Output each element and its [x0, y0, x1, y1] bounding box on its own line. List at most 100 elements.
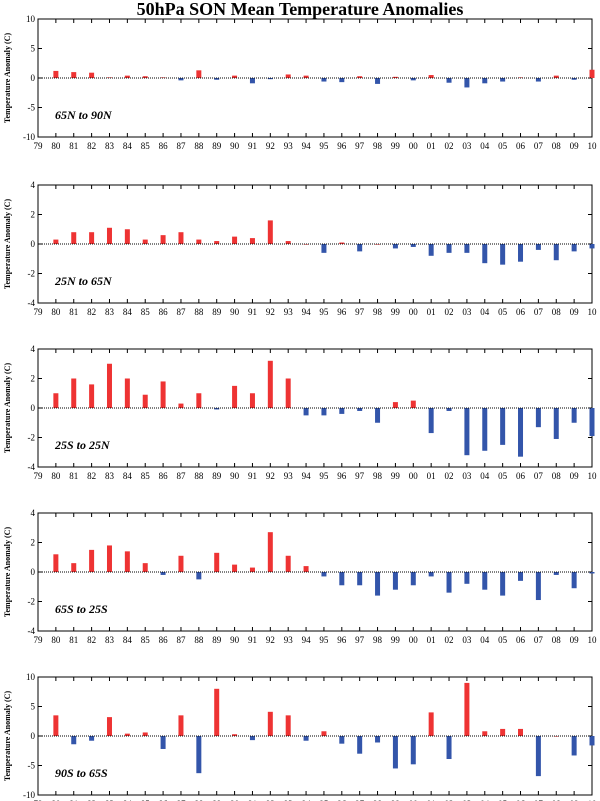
- x-tick-label: 02: [445, 799, 454, 801]
- data-bar: [71, 72, 77, 78]
- x-tick-label: 03: [462, 471, 472, 481]
- data-bar: [285, 241, 291, 244]
- data-bar: [339, 736, 345, 744]
- x-tick-label: 88: [194, 307, 204, 317]
- data-bar: [428, 408, 434, 434]
- x-tick-label: 03: [462, 635, 472, 645]
- data-bar: [321, 244, 327, 253]
- data-bar: [589, 572, 595, 574]
- x-tick-label: 08: [552, 635, 562, 645]
- data-bar: [446, 78, 452, 83]
- x-tick-label: 80: [51, 471, 61, 481]
- x-tick-label: 81: [69, 799, 78, 801]
- x-tick-label: 86: [159, 799, 169, 801]
- data-bar: [518, 244, 524, 262]
- x-tick-label: 79: [34, 635, 44, 645]
- x-tick-label: 03: [462, 799, 472, 801]
- data-bar: [53, 239, 59, 244]
- x-tick-label: 00: [409, 307, 419, 317]
- y-tick-label: 10: [26, 672, 36, 682]
- data-bar: [214, 408, 220, 410]
- x-tick-label: 92: [266, 141, 275, 151]
- x-tick-label: 98: [373, 799, 383, 801]
- data-bar: [142, 563, 148, 572]
- data-bar: [571, 78, 577, 80]
- x-tick-label: 96: [337, 141, 347, 151]
- x-tick-label: 08: [552, 141, 562, 151]
- x-tick-label: 98: [373, 471, 383, 481]
- data-bar: [535, 408, 541, 428]
- x-tick-label: 96: [337, 471, 347, 481]
- data-bar: [267, 532, 273, 572]
- data-bar: [464, 78, 470, 88]
- data-bar: [553, 408, 559, 439]
- x-tick-label: 09: [570, 141, 580, 151]
- data-bar: [321, 408, 327, 416]
- x-tick-label: 07: [534, 471, 544, 481]
- data-bar: [232, 564, 238, 572]
- data-bar: [392, 76, 398, 78]
- data-bar: [303, 566, 309, 572]
- data-bar: [392, 572, 398, 590]
- y-tick-label: -5: [28, 761, 36, 771]
- data-bar: [232, 734, 238, 736]
- x-tick-label: 08: [552, 799, 562, 801]
- x-tick-label: 03: [462, 141, 472, 151]
- data-bar: [124, 75, 130, 78]
- data-bar: [428, 244, 434, 256]
- y-tick-label: -2: [28, 597, 36, 607]
- data-bar: [267, 360, 273, 408]
- x-tick-label: 01: [427, 307, 436, 317]
- x-tick-label: 79: [34, 141, 44, 151]
- x-tick-label: 05: [498, 635, 508, 645]
- x-tick-label: 90: [230, 635, 240, 645]
- y-tick-label: 4: [31, 344, 36, 354]
- data-bar: [303, 75, 309, 78]
- x-tick-label: 98: [373, 635, 383, 645]
- y-tick-label: -4: [28, 298, 36, 308]
- data-bar: [589, 408, 595, 437]
- data-bar: [553, 75, 559, 78]
- y-tick-label: 0: [31, 567, 36, 577]
- data-bar: [357, 736, 363, 754]
- x-tick-label: 81: [69, 471, 78, 481]
- x-tick-label: 99: [391, 307, 401, 317]
- data-bar: [267, 220, 273, 244]
- data-bar: [178, 78, 184, 81]
- data-bar: [89, 72, 95, 78]
- region-label: 25S to 25N: [54, 438, 111, 452]
- x-tick-label: 84: [123, 799, 133, 801]
- x-tick-label: 83: [105, 799, 115, 801]
- data-bar: [53, 715, 59, 736]
- data-bar: [375, 408, 381, 423]
- data-bar: [106, 717, 112, 736]
- x-tick-label: 89: [212, 307, 222, 317]
- x-tick-label: 86: [159, 471, 169, 481]
- x-tick-label: 06: [516, 799, 526, 801]
- x-tick-label: 93: [284, 471, 294, 481]
- x-tick-label: 10: [588, 635, 598, 645]
- data-bar: [142, 76, 148, 78]
- region-label: 65N to 90N: [55, 108, 113, 122]
- data-bar: [482, 572, 488, 590]
- data-bar: [89, 232, 95, 244]
- data-bar: [535, 572, 541, 601]
- x-tick-label: 80: [51, 141, 61, 151]
- data-bar: [518, 728, 524, 736]
- x-tick-label: 89: [212, 635, 222, 645]
- x-tick-label: 08: [552, 307, 562, 317]
- x-tick-label: 02: [445, 635, 454, 645]
- data-bar: [214, 241, 220, 244]
- data-bar: [357, 572, 363, 586]
- data-bar: [428, 572, 434, 577]
- x-tick-label: 79: [34, 471, 44, 481]
- x-tick-label: 85: [141, 471, 151, 481]
- y-tick-label: -5: [28, 103, 36, 113]
- data-bar: [232, 75, 238, 78]
- data-bar: [321, 572, 327, 577]
- data-bar: [160, 572, 166, 575]
- x-tick-label: 95: [319, 635, 329, 645]
- data-bar: [357, 408, 363, 411]
- data-bar: [553, 572, 559, 575]
- data-bar: [589, 69, 595, 78]
